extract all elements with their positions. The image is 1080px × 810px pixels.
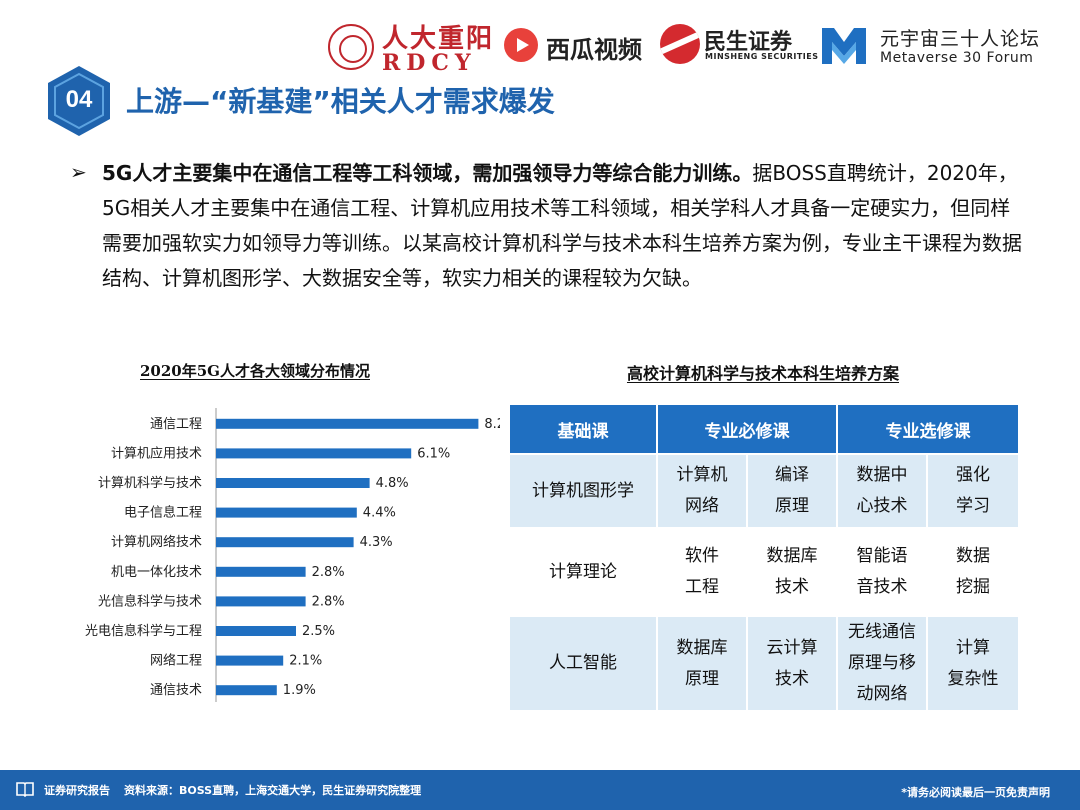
footer-source: 资料来源：BOSS直聘，上海交通大学，民生证券研究院整理 [124, 784, 422, 797]
metaverse-forum-logo: 元宇宙三十人论坛 Metaverse 30 Forum [820, 22, 1068, 72]
chart-value-label: 2.8% [312, 594, 345, 609]
required-course-cell: 编译 原理 [746, 453, 838, 529]
table-header-row: 基础课 专业必修课 专业选修课 [508, 403, 1020, 455]
chart-title: 2020年5G人才各大领域分布情况 [140, 362, 370, 380]
basic-course-cell: 计算机图形学 [508, 453, 658, 529]
chart-value-label: 2.1% [289, 654, 322, 669]
elective-course-cell: 数据中 心技术 [836, 453, 928, 529]
elective-course-cell: 数据 挖掘 [926, 527, 1020, 617]
required-course-cell: 云计算 技术 [746, 615, 838, 712]
chart-value-label: 8.2% [484, 417, 500, 432]
chart-bar [216, 537, 354, 548]
chart-bar [216, 566, 306, 577]
footer-bar: 证券研究报告 资料来源：BOSS直聘，上海交通大学，民生证券研究院整理 *请务必… [0, 770, 1080, 810]
chart-bar [216, 418, 479, 429]
chart-category-label: 网络工程 [150, 653, 202, 669]
header-required-courses: 专业必修课 [656, 403, 838, 455]
forum-logo-cn: 元宇宙三十人论坛 [880, 28, 1041, 50]
chart-bar [216, 478, 370, 488]
chart-value-label: 4.4% [363, 506, 396, 521]
required-course-cell: 数据库 技术 [746, 527, 838, 617]
chart-bar [216, 596, 306, 607]
rdcy-logo-en: RDCY [382, 50, 477, 76]
metaverse-m-icon [822, 28, 866, 64]
elective-course-cell: 计算 复杂性 [926, 615, 1020, 712]
paragraph-lead: 5G人才主要集中在通信工程等工科领域，需加强领导力等综合能力训练。 [102, 161, 753, 185]
minsheng-mark-icon [660, 24, 700, 64]
header-basic-courses: 基础课 [508, 403, 658, 455]
table-title: 高校计算机科学与技术本科生培养方案 [626, 364, 899, 383]
chart-bar [216, 448, 412, 459]
chart-value-label: 6.1% [417, 446, 450, 461]
chart-category-label: 计算机网络技术 [111, 534, 202, 550]
minsheng-logo-text: 民生证券 [704, 30, 793, 55]
chart-category-label: 电子信息工程 [124, 505, 202, 521]
minsheng-logo-subtext: MINSHENG SECURITIES [705, 52, 819, 61]
chart-value-label: 2.8% [312, 565, 345, 580]
minsheng-securities-logo: 民生证券 MINSHENG SECURITIES [660, 24, 818, 70]
xigua-video-logo: 西瓜视频 [504, 26, 654, 66]
section-number-badge: 04 [42, 64, 116, 138]
chart-bar [216, 685, 277, 696]
chart-value-label: 1.9% [283, 683, 316, 698]
table-row: 计算机图形学 计算机 网络 编译 原理 数据中 心技术 强化 学习 [508, 453, 1020, 529]
chart-category-label: 计算机科学与技术 [98, 475, 202, 491]
bullet-arrow-icon: ➢ [70, 160, 87, 184]
renmin-university-seal-icon [328, 24, 374, 70]
paragraph-text: 据BOSS直聘统计，2020年，5G相关人才主要集中在通信工程、计算机应用技术等… [102, 161, 1022, 290]
footer-report-label: 证券研究报告 [44, 784, 110, 797]
chart-category-label: 光信息科学与技术 [98, 593, 202, 609]
chart-value-label: 2.5% [302, 624, 335, 639]
elective-course-cell: 强化 学习 [926, 453, 1020, 529]
chart-category-label: 计算机应用技术 [111, 445, 202, 461]
chart-value-label: 4.3% [360, 535, 393, 550]
chart-bar [216, 507, 357, 518]
elective-course-cell: 智能语 音技术 [836, 527, 928, 617]
chart-value-label: 4.8% [376, 476, 409, 491]
elective-course-cell: 无线通信 原理与移 动网络 [836, 615, 928, 712]
rdcy-logo: 人大重阳 RDCY [328, 18, 498, 76]
chart-category-label: 通信工程 [150, 417, 202, 432]
table-row: 人工智能 数据库 原理 云计算 技术 无线通信 原理与移 动网络 计算 复杂性 [508, 615, 1020, 712]
header-elective-courses: 专业选修课 [836, 403, 1020, 455]
book-icon [16, 782, 34, 797]
basic-course-cell: 人工智能 [508, 615, 658, 712]
footer-disclaimer: *请务必阅读最后一页免责声明 [901, 786, 1050, 799]
xigua-logo-text: 西瓜视频 [546, 36, 642, 64]
table-row: 计算理论 软件 工程 数据库 技术 智能语 音技术 数据 挖掘 [508, 527, 1020, 617]
chart-category-label: 通信技术 [150, 683, 202, 698]
rdcy-logo-cn: 人大重阳 [382, 24, 495, 54]
basic-course-cell: 计算理论 [508, 527, 658, 617]
talent-distribution-bar-chart: 通信工程 8.2% 计算机应用技术 6.1% 计算机科学与技术 4.8% 电子信息工程 4.4… [85, 408, 500, 702]
header-logos: 人大重阳 RDCY 西瓜视频 民生证券 MINSHENG SECURITIES … [328, 18, 1068, 78]
curriculum-table: 基础课 专业必修课 专业选修课 计算机图形学 计算机 网络 编译 原理 数据中 … [508, 403, 1020, 712]
forum-logo-en: Metaverse 30 Forum [880, 50, 1034, 66]
chart-bar [216, 626, 296, 636]
required-course-cell: 计算机 网络 [656, 453, 748, 529]
required-course-cell: 软件 工程 [656, 527, 748, 617]
chart-bar [216, 655, 284, 666]
section-number: 04 [65, 86, 93, 113]
page-title: 上游—“新基建”相关人才需求爆发 [126, 85, 555, 118]
xigua-play-icon [504, 28, 538, 62]
chart-category-label: 机电一体化技术 [111, 565, 202, 580]
body-paragraph: 5G人才主要集中在通信工程等工科领域，需加强领导力等综合能力训练。据BOSS直聘… [102, 156, 1022, 296]
hexagon-icon [48, 66, 110, 136]
chart-category-label: 光电信息科学与工程 [85, 623, 202, 639]
required-course-cell: 数据库 原理 [656, 615, 748, 712]
